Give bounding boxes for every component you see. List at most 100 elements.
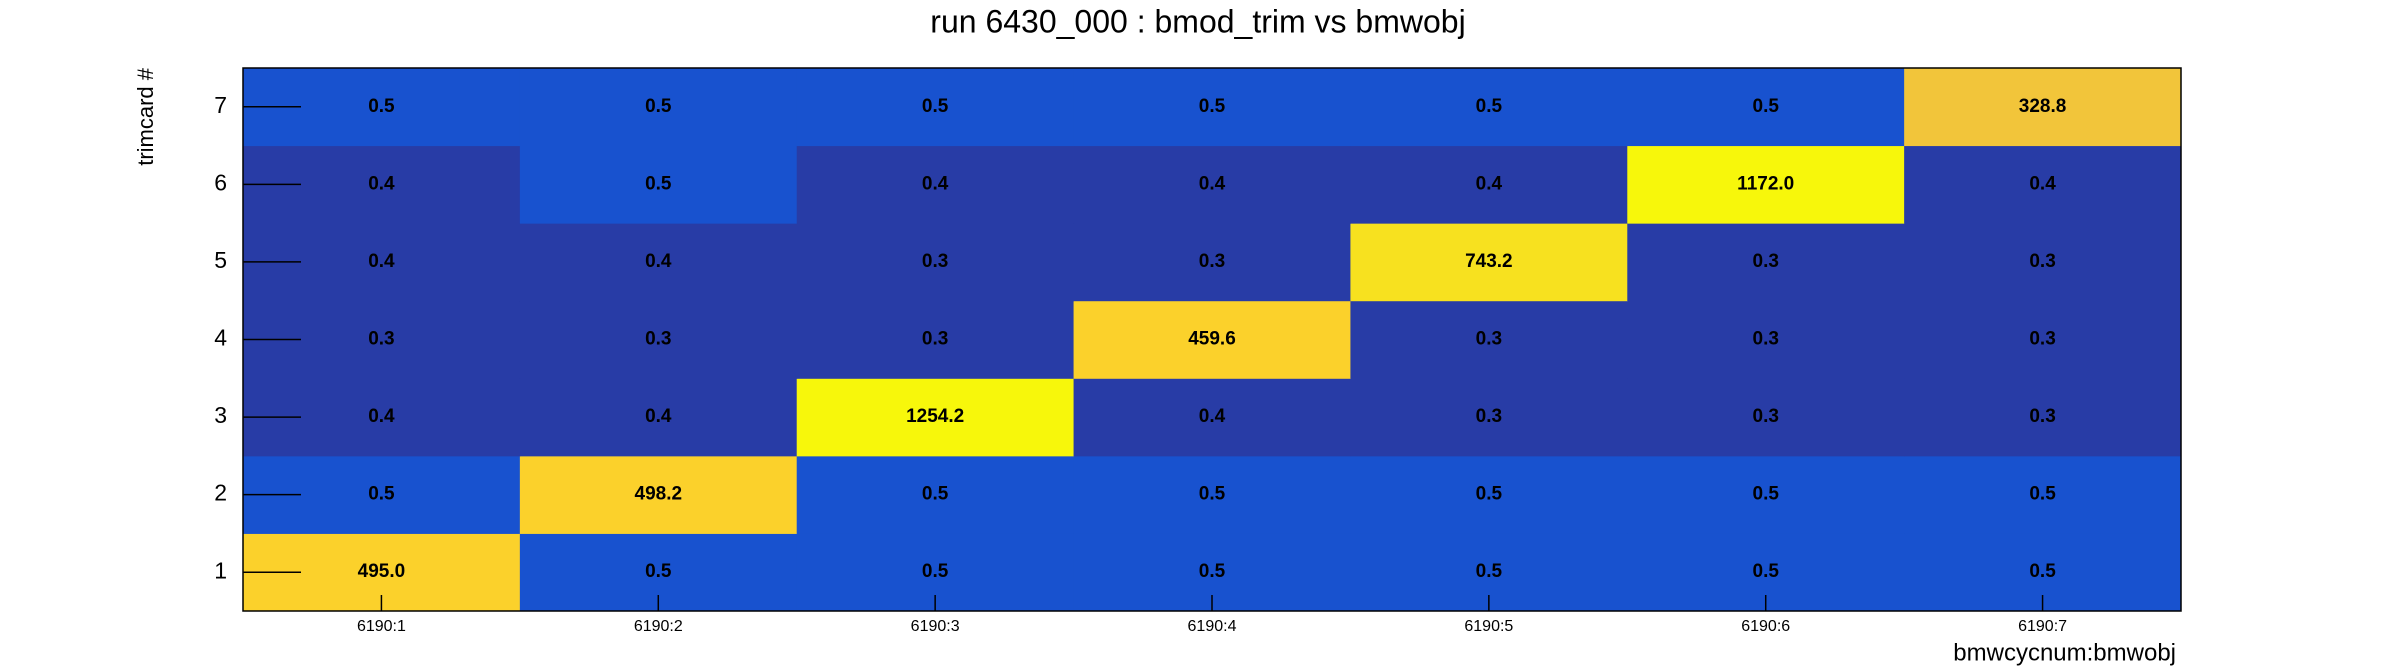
heatmap-cell	[1350, 378, 1628, 457]
cell-label: 0.5	[645, 96, 672, 117]
cell-label: 498.2	[635, 484, 683, 505]
y-tick-label: 5	[214, 247, 227, 273]
cell-label: 0.5	[1753, 561, 1780, 582]
cell-label: 0.5	[2029, 484, 2056, 505]
cell-label: 0.3	[2029, 329, 2055, 350]
cell-label: 1254.2	[906, 406, 964, 427]
cell-label: 0.3	[1753, 329, 1779, 350]
cell-label: 0.5	[1476, 561, 1503, 582]
cell-label: 0.5	[645, 173, 672, 194]
heatmap-cell	[1904, 300, 2182, 379]
cell-label: 0.3	[922, 251, 948, 272]
heatmap-cell	[796, 455, 1075, 534]
heatmap-cell	[1627, 145, 1905, 224]
cell-label: 0.5	[2029, 561, 2056, 582]
heatmap-cell	[1073, 378, 1351, 457]
heatmap-cell	[1073, 68, 1351, 147]
cell-label: 0.4	[645, 251, 672, 272]
y-tick-label: 1	[214, 557, 227, 583]
heatmap-cell	[1627, 300, 1905, 379]
y-tick-label: 2	[214, 480, 227, 506]
cell-label: 743.2	[1465, 251, 1513, 272]
heatmap-cell	[1627, 378, 1905, 457]
heatmap-cell	[796, 223, 1075, 302]
cell-label: 0.5	[922, 561, 949, 582]
heatmap-cell	[1350, 68, 1628, 147]
heatmap-cell	[519, 223, 798, 302]
cell-label: 0.3	[1199, 251, 1225, 272]
heatmap-cell	[519, 300, 798, 379]
cell-label: 0.5	[1753, 96, 1780, 117]
heatmap-cell	[1073, 145, 1351, 224]
cell-label: 0.5	[922, 484, 949, 505]
cell-label: 0.3	[1753, 406, 1779, 427]
heatmap-cell	[1350, 223, 1628, 302]
cell-label: 0.3	[922, 329, 948, 350]
cell-label: 0.5	[1199, 484, 1226, 505]
x-tick-label: 6190:1	[357, 618, 406, 635]
heatmap-cell	[796, 378, 1075, 457]
heatmap-cell	[796, 145, 1075, 224]
heatmap-cell	[519, 378, 798, 457]
heatmap-cell	[1350, 455, 1628, 534]
cell-label: 0.5	[1199, 561, 1226, 582]
cell-label: 328.8	[2019, 96, 2067, 117]
cell-label: 0.3	[2029, 251, 2055, 272]
cell-label: 0.5	[1753, 484, 1780, 505]
cell-label: 0.4	[2029, 173, 2056, 194]
heatmap-cell	[1073, 300, 1351, 379]
x-tick-label: 6190:2	[634, 618, 683, 635]
heatmap-cell	[1904, 223, 2182, 302]
heatmap-cell	[1073, 223, 1351, 302]
heatmap-cell	[1627, 455, 1905, 534]
cell-label: 0.4	[1199, 173, 1226, 194]
cell-label: 0.3	[2029, 406, 2055, 427]
x-tick-label: 6190:3	[911, 618, 960, 635]
cell-label: 0.5	[368, 96, 395, 117]
cell-label: 1172.0	[1737, 173, 1794, 194]
cell-label: 0.4	[368, 251, 395, 272]
cell-label: 0.4	[368, 173, 395, 194]
cell-label: 0.4	[645, 406, 672, 427]
x-tick-label: 6190:4	[1188, 618, 1237, 635]
heatmap-cell	[796, 68, 1075, 147]
heatmap-cell	[1904, 455, 2182, 534]
cell-label: 0.5	[922, 96, 949, 117]
cell-label: 0.4	[1476, 173, 1503, 194]
cell-label: 0.3	[1476, 406, 1502, 427]
heatmap-cell	[519, 455, 798, 534]
chart-title: run 6430_000 : bmod_trim vs bmwobj	[930, 3, 1465, 39]
x-axis-title: bmwcycnum:bmwobj	[1953, 639, 2176, 666]
cell-label: 495.0	[358, 561, 406, 582]
cell-label: 0.4	[1199, 406, 1226, 427]
y-tick-label: 4	[214, 325, 227, 351]
y-tick-label: 7	[214, 92, 227, 118]
heatmap-cell	[519, 145, 798, 224]
x-tick-label: 6190:7	[2018, 618, 2067, 635]
cell-label: 0.4	[922, 173, 949, 194]
plot-frame	[242, 67, 2182, 612]
cell-label: 0.3	[368, 329, 394, 350]
heatmap-cell	[1627, 68, 1905, 147]
cell-label: 0.4	[368, 406, 395, 427]
x-tick-label: 6190:5	[1464, 618, 1513, 635]
heatmap-cell	[1904, 145, 2182, 224]
heatmap-cell	[1627, 223, 1905, 302]
y-axis-title: trimcard #	[133, 67, 158, 166]
heatmap-cell	[1073, 455, 1351, 534]
heatmap-cell	[519, 68, 798, 147]
cell-label: 0.5	[1199, 96, 1226, 117]
cell-label: 0.5	[1476, 484, 1503, 505]
heatmap-cell	[1350, 145, 1628, 224]
heatmap-cell	[796, 300, 1075, 379]
cell-label: 0.5	[645, 561, 672, 582]
cell-label: 0.3	[1753, 251, 1779, 272]
cell-label: 0.3	[645, 329, 671, 350]
heatmap-cell	[1350, 300, 1628, 379]
cell-label: 0.5	[1476, 96, 1503, 117]
cell-label: 0.3	[1476, 329, 1502, 350]
cell-label: 0.5	[368, 484, 395, 505]
y-tick-label: 6	[214, 169, 227, 195]
